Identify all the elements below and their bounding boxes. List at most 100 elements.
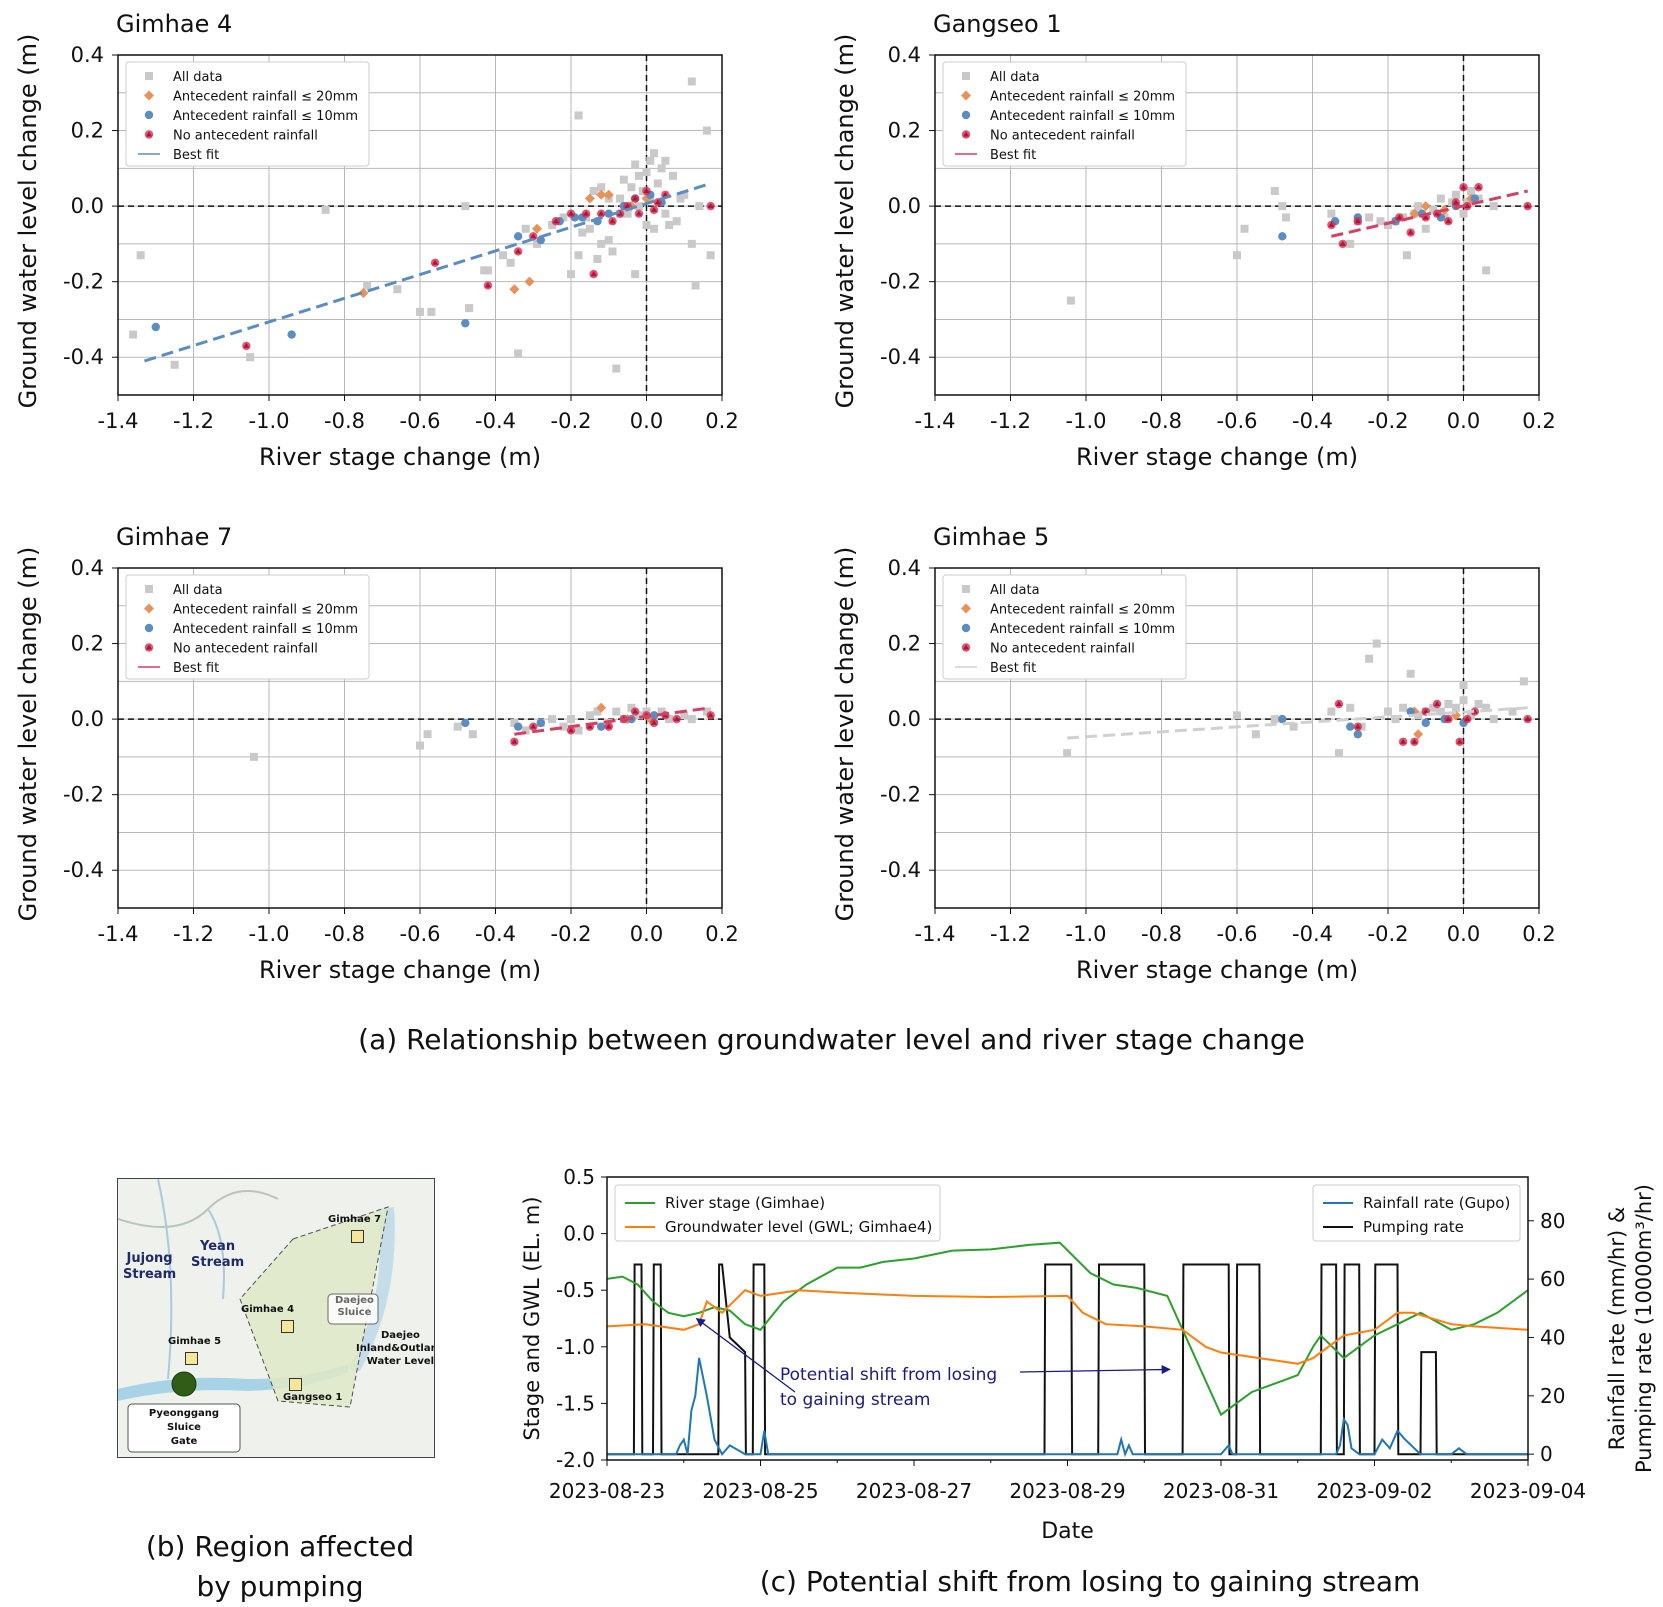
x-tick-label: 0.0 — [1447, 409, 1480, 433]
data-point — [1459, 681, 1468, 690]
map-label-daejeo-water-level: Daejeo Inland&Outland Water Level — [356, 1330, 435, 1367]
map-label-yean: Yean Stream — [191, 1239, 245, 1270]
data-point — [1402, 251, 1411, 260]
x-tick-label: -0.4 — [475, 409, 516, 433]
data-point — [650, 224, 659, 233]
data-point — [1421, 718, 1430, 728]
legend-label: Best fit — [173, 148, 219, 163]
data-point — [559, 722, 568, 731]
x-tick-label: 2023-09-04 — [1470, 1479, 1586, 1503]
data-point — [483, 266, 492, 275]
station-gimhae4-marker — [281, 1320, 294, 1333]
legend-label: Best fit — [990, 661, 1036, 676]
x-axis-label: River stage change (m) — [1076, 443, 1358, 471]
best-fit-line — [1067, 706, 1528, 740]
data-point — [680, 190, 689, 199]
legend: All data Antecedent rainfall ≤ 20mm Antece… — [942, 61, 1187, 167]
data-point-tri — [1445, 716, 1452, 722]
panel-title: Gangseo 1 — [933, 10, 1062, 38]
legend-label: No antecedent rainfall — [173, 129, 318, 144]
data-point-tri — [1460, 184, 1467, 190]
data-point — [1327, 209, 1336, 218]
best-fit-line — [1331, 189, 1529, 238]
data-point — [1240, 224, 1249, 233]
legend-label: Rainfall rate (Gupo) — [1363, 1194, 1510, 1212]
legend-marker — [962, 585, 970, 593]
data-point-tri — [635, 210, 642, 216]
panel-title: Gimhae 7 — [116, 523, 232, 551]
y-tick-label: 0.2 — [888, 632, 921, 656]
y-axis-label: Ground water level change (m) — [14, 34, 42, 409]
data-point-tri — [1464, 203, 1471, 209]
data-point — [634, 711, 643, 720]
y-axis-label: Stage and GWL (EL. m) — [520, 1196, 544, 1440]
caption-c: (c) Potential shift from losing to gaini… — [759, 1565, 1421, 1598]
data-point — [631, 160, 640, 169]
data-point — [1289, 722, 1298, 731]
data-point-tri — [1407, 229, 1414, 235]
data-point — [1429, 205, 1438, 214]
data-point — [642, 221, 651, 229]
data-point — [524, 276, 535, 287]
x-tick-label: -0.2 — [551, 409, 592, 433]
data-point-tri — [673, 716, 680, 722]
data-point — [623, 209, 632, 218]
legend: All data Antecedent rainfall ≤ 20mm Antece… — [125, 574, 370, 680]
data-point — [1391, 715, 1400, 724]
data-point — [642, 168, 651, 177]
y-tick-label: 0.4 — [71, 556, 104, 580]
data-point — [1436, 707, 1445, 716]
data-point — [668, 171, 677, 180]
series-line-3 — [607, 1263, 1528, 1456]
annotation-text: Potential shift from losing — [780, 1365, 997, 1385]
data-point — [661, 156, 670, 165]
caption-b: (b) Region affected by pumping — [100, 1527, 460, 1607]
data-point-tri — [1452, 199, 1459, 205]
data-point — [585, 711, 594, 720]
scatter-chart-2: -1.4 -1.2 -1.0 -0.8 -0.6 -0.4 -0.2 0.0 0.2 -0.4 -0… — [831, 10, 1556, 471]
data-point — [1474, 700, 1483, 708]
data-point-tri — [552, 218, 559, 224]
data-point — [593, 707, 602, 716]
data-point-tri — [605, 723, 612, 729]
data-point — [634, 202, 643, 211]
data-point — [631, 270, 640, 279]
legend-label: Pumping rate — [1363, 1218, 1464, 1236]
data-point — [1327, 707, 1336, 716]
x-tick-label: 2023-08-25 — [702, 1479, 818, 1503]
x-tick-label: 0.2 — [1522, 409, 1555, 433]
y-tick-label: 0.4 — [888, 43, 921, 67]
data-point — [246, 353, 255, 362]
data-point — [1482, 703, 1491, 712]
data-point-tri — [1445, 218, 1452, 224]
map-label-jujong: Jujong Stream — [123, 1251, 177, 1282]
data-point — [616, 194, 625, 203]
x-tick-label: 0.2 — [705, 922, 738, 946]
data-point — [559, 213, 568, 222]
data-point — [1233, 711, 1241, 720]
data-point — [650, 149, 659, 158]
map-label-gangseo1: Gangseo 1 — [283, 1392, 343, 1403]
y-tick-label: -0.4 — [63, 858, 104, 882]
data-point-tri — [1396, 214, 1403, 220]
legend-marker — [144, 603, 154, 614]
data-point — [363, 281, 372, 290]
data-point — [672, 217, 681, 226]
data-point — [627, 183, 636, 192]
caption-b-line2: by pumping — [196, 1570, 364, 1603]
data-point — [521, 726, 530, 735]
x-tick-label: -0.8 — [324, 922, 365, 946]
legend-marker — [144, 90, 154, 101]
x-tick-label: -1.0 — [1066, 922, 1107, 946]
legend-marker — [144, 110, 154, 120]
x-tick-label: 0.0 — [630, 409, 663, 433]
x-tick-label: 2023-08-31 — [1163, 1479, 1279, 1503]
data-point-tri — [624, 203, 631, 209]
data-point — [548, 715, 557, 724]
x-tick-label: -0.2 — [551, 922, 592, 946]
data-point — [1413, 729, 1424, 740]
annotation-arrow — [695, 1317, 796, 1393]
x-tick-label: -1.0 — [249, 409, 290, 433]
pumping-region-map: Jujong Stream Yean Stream Gimhae 7 Gimha… — [117, 1178, 435, 1458]
data-point — [509, 284, 520, 295]
